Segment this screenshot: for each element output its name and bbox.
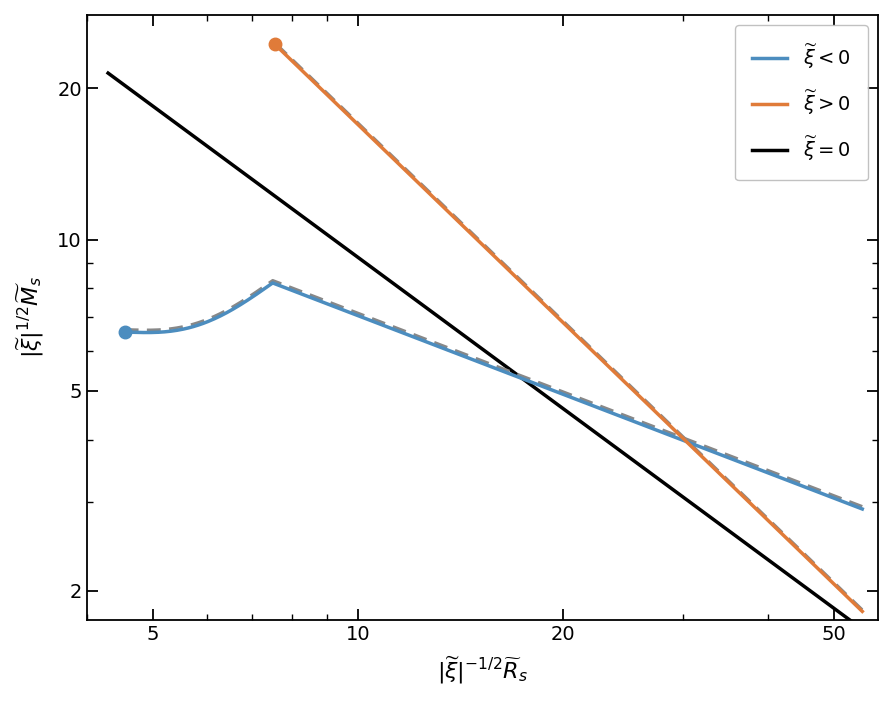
X-axis label: $|\widetilde{\xi}|^{-1/2}\widetilde{R}_s$: $|\widetilde{\xi}|^{-1/2}\widetilde{R}_s…	[437, 655, 528, 686]
Y-axis label: $|\widetilde{\xi}|^{1/2}\widetilde{M}_s$: $|\widetilde{\xi}|^{1/2}\widetilde{M}_s$	[15, 276, 46, 358]
Legend: $\widetilde{\xi} < 0$, $\widetilde{\xi} > 0$, $\widetilde{\xi} = 0$: $\widetilde{\xi} < 0$, $\widetilde{\xi} …	[735, 25, 868, 180]
